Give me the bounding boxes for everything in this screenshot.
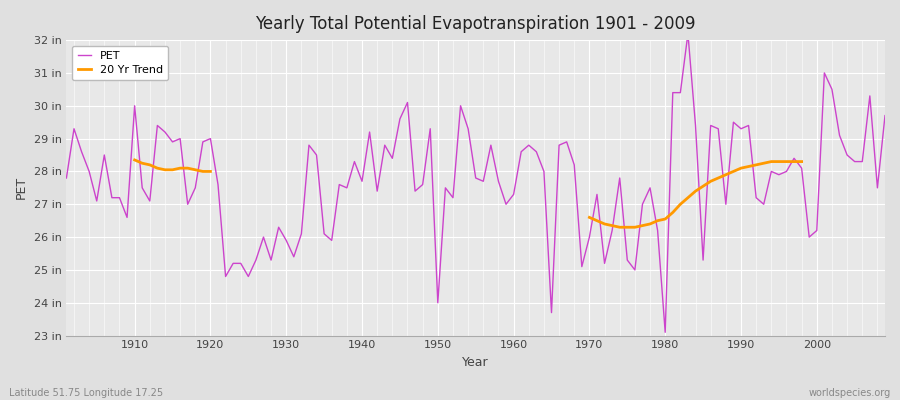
- PET: [288, 254, 299, 259]
- Text: Latitude 51.75 Longitude 17.25: Latitude 51.75 Longitude 17.25: [9, 388, 163, 398]
- PET: [879, 113, 890, 118]
- PET: [500, 202, 511, 207]
- PET: [599, 261, 610, 266]
- PET: [660, 330, 670, 335]
- 20 Yr Trend: [183, 166, 194, 170]
- 20 Yr Trend: [190, 167, 201, 172]
- 20 Yr Trend: [197, 169, 208, 174]
- PET: [122, 215, 132, 220]
- Line: PET: PET: [67, 34, 885, 332]
- 20 Yr Trend: [175, 166, 185, 170]
- Line: 20 Yr Trend: 20 Yr Trend: [135, 160, 211, 172]
- 20 Yr Trend: [159, 167, 170, 172]
- Y-axis label: PET: PET: [15, 176, 28, 200]
- Text: worldspecies.org: worldspecies.org: [809, 388, 891, 398]
- PET: [508, 192, 519, 197]
- 20 Yr Trend: [137, 161, 148, 166]
- 20 Yr Trend: [152, 166, 163, 170]
- 20 Yr Trend: [167, 167, 178, 172]
- PET: [682, 31, 693, 36]
- Legend: PET, 20 Yr Trend: PET, 20 Yr Trend: [72, 46, 168, 80]
- PET: [334, 182, 345, 187]
- Title: Yearly Total Potential Evapotranspiration 1901 - 2009: Yearly Total Potential Evapotranspiratio…: [256, 15, 696, 33]
- 20 Yr Trend: [205, 169, 216, 174]
- X-axis label: Year: Year: [463, 356, 489, 369]
- 20 Yr Trend: [144, 162, 155, 167]
- 20 Yr Trend: [130, 158, 140, 162]
- PET: [61, 176, 72, 180]
